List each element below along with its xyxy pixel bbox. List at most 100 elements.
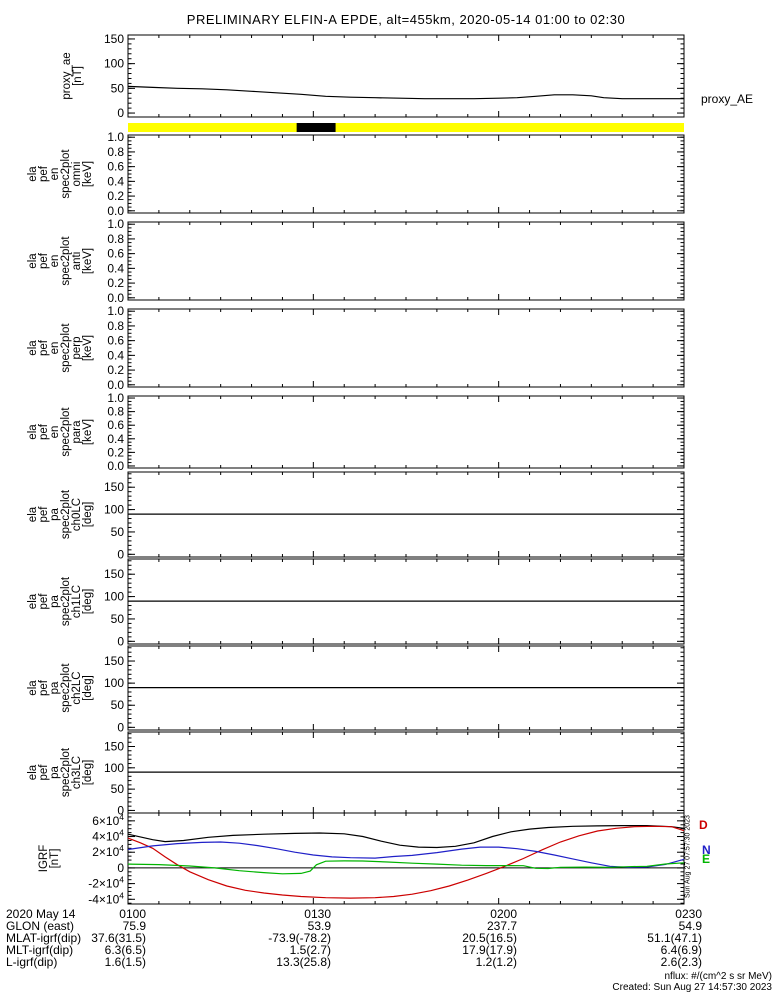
series-E [127, 860, 685, 875]
y-tick-label: 150 [104, 567, 124, 581]
table-cell: 2.6(2.3) [660, 955, 702, 969]
panel-en_omni: 0.00.20.40.60.81.0 ela pef en spec2plot omni[… [27, 130, 685, 218]
y-axis-label-word: spec2plot [60, 323, 72, 373]
table-cell: -73.9(-78.2) [268, 931, 331, 945]
y-tick-label: 0.0 [107, 378, 124, 392]
y-axis-label-word: spec2plot [60, 236, 72, 286]
y-tick-label: 150 [104, 480, 124, 494]
y-tick-label: 0.8 [107, 319, 124, 333]
panel-frame [127, 221, 685, 301]
y-tick-label: 0.8 [107, 145, 124, 159]
y-tick-label: 0 [117, 803, 124, 817]
table-cell: 237.7 [486, 919, 517, 933]
y-axis-label-word: en [49, 168, 61, 181]
y-axis-label-word: pef [38, 165, 50, 182]
table-cell: 1.2(1.2) [475, 955, 517, 969]
y-axis-label-word: IGRF [38, 845, 50, 872]
y-axis-label-word: [keV] [82, 248, 94, 274]
panel-pa_ch1: 0 50 100 150 ela pef pa spec2plot ch1LC [deg] [27, 558, 685, 648]
table-cell: 6.4(6.9) [660, 943, 702, 957]
y-axis-label-word: pa [49, 766, 61, 779]
table-cell: 54.9 [678, 919, 702, 933]
y-tick-label: 0.2 [107, 276, 124, 290]
table-cell: 20.5(16.5) [462, 931, 517, 945]
y-axis-label-word: [nT] [72, 66, 84, 86]
panel-pa_ch3: 0 50 100 150 ela pef pa spec2plot ch3LC [deg] [27, 731, 685, 817]
y-tick-label: 0 [117, 547, 124, 561]
y-axis-label-word: ela [27, 166, 39, 182]
y-tick-label: 0.2 [107, 445, 124, 459]
table-row-label: L-igrf(dip) [6, 955, 58, 969]
availability-bar-segment [296, 123, 336, 132]
y-tick-label: 100 [104, 761, 124, 775]
y-tick-label: 0.2 [107, 189, 124, 203]
table-cell: 0100 [119, 907, 146, 921]
y-tick-label: 0 [117, 106, 124, 120]
y-tick-label: 0.0 [107, 459, 124, 473]
table-cell: 0200 [490, 907, 517, 921]
y-axis-label-word: omni [71, 162, 83, 187]
y-tick-label: 100 [104, 590, 124, 604]
panel-frame [127, 395, 685, 469]
y-axis-label-word: pa [49, 508, 61, 521]
y-axis-label-word: ch2LC [71, 671, 83, 704]
y-axis-label-word: pef [38, 764, 50, 781]
y-axis-label-word: ch1LC [71, 585, 83, 618]
y-axis-label-word: [deg] [82, 760, 94, 786]
y-axis-label-word: [deg] [82, 675, 94, 701]
panel-pa_ch0: 0 50 100 150 ela pef pa spec2plot ch0LC [deg] [27, 471, 685, 561]
y-tick-label: 0.6 [107, 247, 124, 261]
y-axis-label-word: pef [38, 506, 50, 523]
y-tick-label: 150 [104, 739, 124, 753]
y-axis-label-word: [keV] [82, 335, 94, 361]
y-tick-label: 50 [111, 81, 125, 95]
y-tick-label: 0 [117, 861, 124, 875]
y-axis-label-word: en [49, 342, 61, 355]
legend-entry-E: E [702, 852, 711, 866]
availability-bar [128, 123, 684, 132]
y-tick-label: 0.6 [107, 160, 124, 174]
panel-en_anti: 0.00.20.40.60.81.0 ela pef en spec2plot anti[… [27, 217, 685, 305]
table-cell: 53.9 [307, 919, 331, 933]
panel-frame [127, 34, 685, 118]
y-axis-label-word: spec2plot [60, 489, 72, 539]
y-axis-label-word: [keV] [82, 161, 94, 187]
y-axis-label-word: spec2plot [60, 407, 72, 457]
y-axis-label-word: spec2plot [60, 149, 72, 199]
y-tick-label: 50 [111, 525, 125, 539]
table-cell: 1.5(2.7) [289, 943, 331, 957]
y-axis-label-word: pef [38, 593, 50, 610]
y-tick-label: 50 [111, 698, 125, 712]
panel-frame [127, 308, 685, 388]
table-row-label: 2020 May 14 [6, 907, 76, 921]
table-cell: 75.9 [122, 919, 146, 933]
legend-entry-D: D [699, 818, 708, 832]
y-axis-label-word: proxy_ae [61, 52, 73, 99]
y-axis-label-word: ela [27, 593, 39, 609]
y-axis-label-word: ela [27, 680, 39, 696]
y-axis-label-word: en [49, 255, 61, 268]
series-proxy_AE [127, 85, 684, 100]
y-axis-label-word: perp [71, 336, 83, 359]
y-tick-label: 0.4 [107, 174, 124, 188]
y-tick-label: 0.8 [107, 232, 124, 246]
footer-units: nflux: #/(cm^2 s sr MeV) [664, 971, 773, 982]
y-tick-label: 0.4 [107, 261, 124, 275]
y-tick-label: 0 [117, 634, 124, 648]
y-axis-label-word: spec2plot [60, 576, 72, 626]
y-axis-label-word: ela [27, 506, 39, 522]
y-axis-label-word: ela [27, 764, 39, 780]
y-tick-label: 6×104 [92, 812, 124, 828]
table-cell: 37.6(31.5) [91, 931, 146, 945]
y-tick-label: 0.6 [107, 334, 124, 348]
panel-en_perp: 0.00.20.40.60.81.0 ela pef en spec2plot perp[… [27, 304, 685, 392]
table-cell: 0230 [675, 907, 702, 921]
y-axis-label-word: pa [49, 595, 61, 608]
panel-pa_ch2: 0 50 100 150 ela pef pa spec2plot ch2LC [deg] [27, 645, 685, 734]
y-axis-label-word: [deg] [82, 589, 94, 615]
y-tick-label: 100 [104, 57, 124, 71]
y-axis-label-word: ch0LC [71, 498, 83, 531]
table-cell: 51.1(47.1) [647, 931, 702, 945]
